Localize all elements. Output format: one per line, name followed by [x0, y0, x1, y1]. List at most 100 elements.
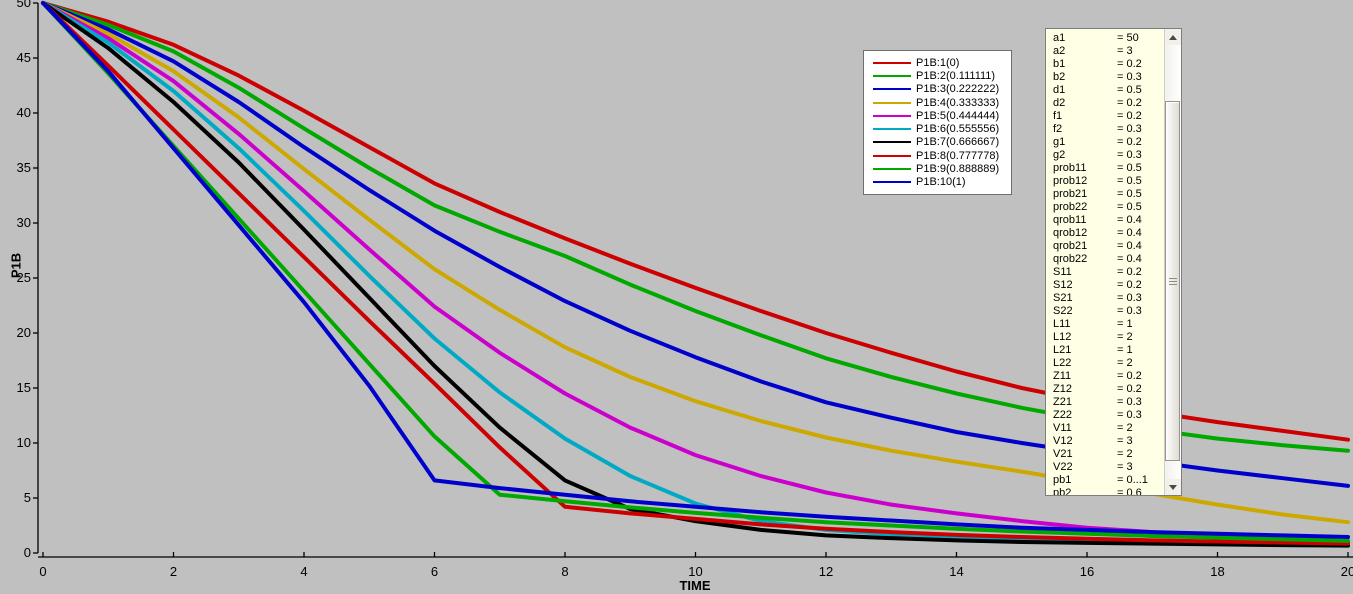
legend-item: P1B:10(1)	[864, 176, 1011, 189]
parameter-name: prob22	[1053, 200, 1088, 213]
parameter-name: pb2	[1053, 486, 1072, 496]
parameter-row[interactable]: Z12 = 0.2	[1046, 382, 1164, 395]
y-tick-label: 0	[24, 545, 31, 560]
parameter-value: = 0.5	[1117, 200, 1142, 213]
parameter-row[interactable]: b2 = 0.3	[1046, 70, 1164, 83]
x-tick-label: 6	[431, 564, 438, 579]
parameter-row[interactable]: qrob11 = 0.4	[1046, 213, 1164, 226]
y-tick-label: 50	[17, 0, 31, 10]
parameter-row[interactable]: prob12 = 0.5	[1046, 174, 1164, 187]
parameter-name: f2	[1053, 122, 1063, 135]
parameter-row[interactable]: a1 = 50	[1046, 31, 1164, 44]
parameter-name: L22	[1053, 356, 1072, 369]
parameter-name: prob21	[1053, 187, 1088, 200]
parameter-row[interactable]: V22 = 3	[1046, 460, 1164, 473]
x-tick-label: 8	[561, 564, 568, 579]
parameter-row[interactable]: qrob21 = 0.4	[1046, 239, 1164, 252]
parameter-value: = 1	[1117, 343, 1133, 356]
parameter-row[interactable]: prob11 = 0.5	[1046, 161, 1164, 174]
legend-item: P1B:1(0)	[864, 56, 1011, 69]
parameter-value: = 0.6	[1117, 486, 1142, 496]
parameter-row[interactable]: f1 = 0.2	[1046, 109, 1164, 122]
parameter-name: qrob11	[1053, 213, 1087, 226]
y-tick-label: 25	[17, 270, 31, 285]
grip-icon	[1168, 277, 1177, 285]
parameter-row[interactable]: g1 = 0.2	[1046, 135, 1164, 148]
parameter-row[interactable]: pb2 = 0.6	[1046, 486, 1164, 496]
x-tick-label: 0	[39, 564, 46, 579]
parameter-row[interactable]: V12 = 3	[1046, 434, 1164, 447]
parameter-row[interactable]: f2 = 0.3	[1046, 122, 1164, 135]
parameter-row[interactable]: V11 = 2	[1046, 421, 1164, 434]
scrollbar-up-button[interactable]	[1165, 29, 1181, 45]
legend[interactable]: P1B:1(0) P1B:2(0.111111) P1B:3(0.222222) P1…	[863, 50, 1012, 195]
parameter-name: pb1	[1053, 473, 1072, 486]
legend-item: P1B:8(0.777778)	[864, 149, 1011, 162]
curve-8	[41, 1, 1350, 546]
legend-label: P1B:7(0.666667)	[916, 136, 1000, 149]
parameter-name: qrob21	[1053, 239, 1088, 252]
scrollbar[interactable]	[1164, 29, 1181, 495]
legend-item: P1B:3(0.222222)	[864, 83, 1011, 96]
parameter-row[interactable]: qrob22 = 0.4	[1046, 252, 1164, 265]
legend-line-swatch	[873, 61, 911, 64]
parameter-value: = 0.4	[1117, 252, 1142, 265]
parameter-row[interactable]: S12 = 0.2	[1046, 278, 1164, 291]
x-tick-label: 10	[688, 564, 702, 579]
y-tick-label: 40	[17, 105, 31, 120]
parameter-row[interactable]: b1 = 0.2	[1046, 57, 1164, 70]
parameter-row[interactable]: S11 = 0.2	[1046, 265, 1164, 278]
parameter-row[interactable]: Z22 = 0.3	[1046, 408, 1164, 421]
legend-item: P1B:7(0.666667)	[864, 136, 1011, 149]
parameter-value: = 0.3	[1117, 291, 1142, 304]
parameter-name: b1	[1053, 57, 1066, 70]
parameter-row[interactable]: qrob12 = 0.4	[1046, 226, 1164, 239]
legend-label: P1B:3(0.222222)	[916, 83, 1000, 96]
parameter-row[interactable]: a2 = 3	[1046, 44, 1164, 57]
parameter-row[interactable]: L21 = 1	[1046, 343, 1164, 356]
parameter-name: V11	[1053, 421, 1072, 434]
x-axis-label: TIME	[679, 578, 711, 593]
legend-item: P1B:4(0.333333)	[864, 96, 1011, 109]
parameter-value: = 0.4	[1117, 226, 1142, 239]
parameter-row[interactable]: V21 = 2	[1046, 447, 1164, 460]
legend-label: P1B:4(0.333333)	[916, 96, 1000, 109]
legend-item: P1B:6(0.555556)	[864, 122, 1011, 135]
parameter-name: g2	[1053, 148, 1066, 161]
parameter-row[interactable]: prob22 = 0.5	[1046, 200, 1164, 213]
parameter-row[interactable]: Z11 = 0.2	[1046, 369, 1164, 382]
parameter-name: L21	[1053, 343, 1072, 356]
parameter-name: g1	[1053, 135, 1066, 148]
parameter-name: d1	[1053, 83, 1066, 96]
parameter-row[interactable]: S21 = 0.3	[1046, 291, 1164, 304]
parameter-value: = 0.3	[1117, 122, 1142, 135]
y-tick-label: 15	[17, 380, 31, 395]
parameter-row[interactable]: L12 = 2	[1046, 330, 1164, 343]
scrollbar-thumb[interactable]	[1165, 101, 1180, 461]
legend-line-swatch	[873, 88, 911, 91]
parameter-row[interactable]: d1 = 0.5	[1046, 83, 1164, 96]
parameter-row[interactable]: prob21 = 0.5	[1046, 187, 1164, 200]
parameter-row[interactable]: L11 = 1	[1046, 317, 1164, 330]
x-tick-label: 14	[949, 564, 963, 579]
legend-item: P1B:9(0.888889)	[864, 162, 1011, 175]
parameter-row[interactable]: S22 = 0.3	[1046, 304, 1164, 317]
scrollbar-down-button[interactable]	[1165, 479, 1181, 495]
parameter-row[interactable]: L22 = 2	[1046, 356, 1164, 369]
parameter-value: = 0.3	[1117, 408, 1142, 421]
parameter-row[interactable]: pb1 = 0...1	[1046, 473, 1164, 486]
parameter-row[interactable]: g2 = 0.3	[1046, 148, 1164, 161]
x-tick-label: 4	[300, 564, 307, 579]
parameter-name: qrob12	[1053, 226, 1088, 239]
parameter-row[interactable]: Z21 = 0.3	[1046, 395, 1164, 408]
parameter-row[interactable]: d2 = 0.2	[1046, 96, 1164, 109]
parameter-value: = 2	[1117, 421, 1133, 434]
y-tick-label: 20	[17, 325, 31, 340]
legend-line-swatch	[873, 181, 911, 184]
arrow-down-icon	[1169, 484, 1177, 490]
parameter-value: = 1	[1117, 317, 1133, 330]
parameter-value: = 50	[1117, 31, 1139, 44]
legend-line-swatch	[873, 101, 911, 104]
parameter-value: = 2	[1117, 356, 1133, 369]
parameter-value: = 3	[1117, 434, 1133, 447]
